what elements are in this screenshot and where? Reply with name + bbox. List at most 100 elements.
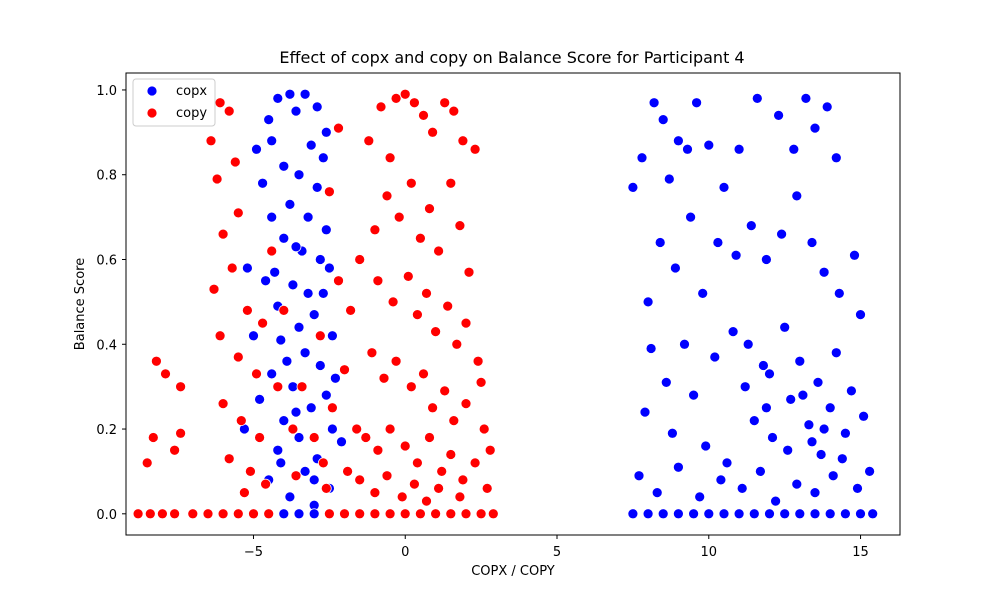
- copx-point: [764, 368, 775, 380]
- copx-point: [718, 182, 730, 193]
- copx-point: [305, 402, 317, 414]
- copy-point: [239, 487, 250, 498]
- copx-point: [730, 249, 742, 261]
- copy-point: [421, 495, 432, 507]
- copx-point: [260, 275, 271, 287]
- copx-point: [858, 410, 869, 422]
- copx-point: [670, 262, 681, 274]
- copy-point: [433, 483, 444, 494]
- copx-point: [266, 368, 278, 380]
- y-tick-label: 1.0: [96, 84, 117, 99]
- copx-point: [833, 288, 845, 299]
- copy-point: [418, 110, 429, 121]
- copx-point: [703, 508, 715, 520]
- copy-point: [232, 207, 244, 219]
- copy-point: [399, 508, 411, 520]
- copx-point: [703, 139, 715, 151]
- copy-point: [418, 368, 429, 380]
- copx-point: [287, 381, 299, 393]
- copx-point: [761, 254, 772, 265]
- copx-point: [320, 389, 332, 401]
- copy-point: [375, 101, 387, 113]
- copx-point: [657, 114, 669, 125]
- copy-point: [378, 372, 390, 384]
- copx-point: [821, 101, 833, 113]
- copx-point: [654, 237, 666, 248]
- copy-point: [257, 317, 268, 329]
- copx-point: [779, 508, 791, 520]
- series-copy: [132, 88, 499, 520]
- copy-point: [245, 466, 256, 477]
- copx-point: [809, 508, 821, 520]
- legend-item-copy: copy: [146, 106, 207, 121]
- copy-point: [223, 105, 235, 117]
- chart-title: Effect of copx and copy on Balance Score…: [279, 48, 744, 67]
- copy-point: [469, 457, 481, 469]
- copx-point: [764, 508, 775, 520]
- copx-point: [748, 508, 760, 520]
- copx-point: [308, 309, 320, 320]
- y-tick-label: 0.8: [96, 169, 117, 184]
- copy-point: [187, 508, 199, 520]
- copy-point: [232, 351, 244, 363]
- copx-point: [257, 177, 268, 189]
- copx-point: [797, 389, 809, 401]
- copx-point: [855, 508, 866, 520]
- copx-point: [812, 377, 824, 388]
- x-tick-label: 0: [401, 545, 409, 560]
- copx-point: [627, 508, 639, 520]
- copy-point: [439, 97, 451, 109]
- copx-point: [314, 360, 326, 371]
- copy-point: [211, 173, 223, 185]
- plot-frame: [125, 72, 901, 536]
- copx-point: [290, 105, 302, 117]
- copx-point: [840, 427, 851, 439]
- copx-point: [278, 232, 290, 244]
- copy-point: [415, 232, 426, 244]
- copx-point: [745, 220, 757, 231]
- copx-point: [818, 423, 830, 435]
- copy-point: [141, 457, 153, 469]
- copy-point: [460, 317, 472, 329]
- copx-point: [657, 508, 669, 520]
- copy-point: [475, 508, 487, 520]
- copx-point: [733, 508, 745, 520]
- copx-point: [800, 93, 812, 104]
- copx-point: [803, 419, 815, 431]
- copx-point: [299, 88, 311, 100]
- x-axis-title: COPX / COPY: [471, 564, 555, 579]
- copy-point: [412, 457, 423, 469]
- copx-point: [314, 254, 326, 265]
- copx-point: [667, 427, 678, 439]
- copy-point: [439, 385, 451, 397]
- copx-point: [320, 224, 332, 236]
- copx-point: [290, 241, 302, 253]
- copx-point: [736, 483, 748, 494]
- copx-point: [739, 381, 751, 393]
- copx-point: [697, 288, 709, 299]
- copx-point: [867, 508, 879, 520]
- copy-point: [457, 135, 469, 147]
- series-copx: [239, 88, 879, 520]
- copy-point: [214, 330, 226, 342]
- copy-point: [157, 508, 168, 520]
- copx-point: [287, 279, 299, 291]
- copy-point: [430, 508, 441, 520]
- copx-point: [788, 143, 800, 155]
- copy-point: [296, 381, 308, 393]
- legend-marker-copx: [146, 85, 158, 97]
- copx-point: [627, 182, 639, 193]
- copx-point: [660, 377, 672, 388]
- copy-point: [460, 508, 472, 520]
- copx-point: [682, 143, 693, 155]
- copy-point: [409, 97, 420, 109]
- copy-point: [217, 228, 229, 240]
- copx-point: [791, 478, 803, 490]
- copx-point: [809, 122, 821, 134]
- copy-point: [445, 177, 457, 189]
- copx-point: [815, 449, 827, 460]
- copx-point: [302, 211, 314, 223]
- copx-point: [727, 326, 739, 337]
- copy-point: [369, 224, 381, 236]
